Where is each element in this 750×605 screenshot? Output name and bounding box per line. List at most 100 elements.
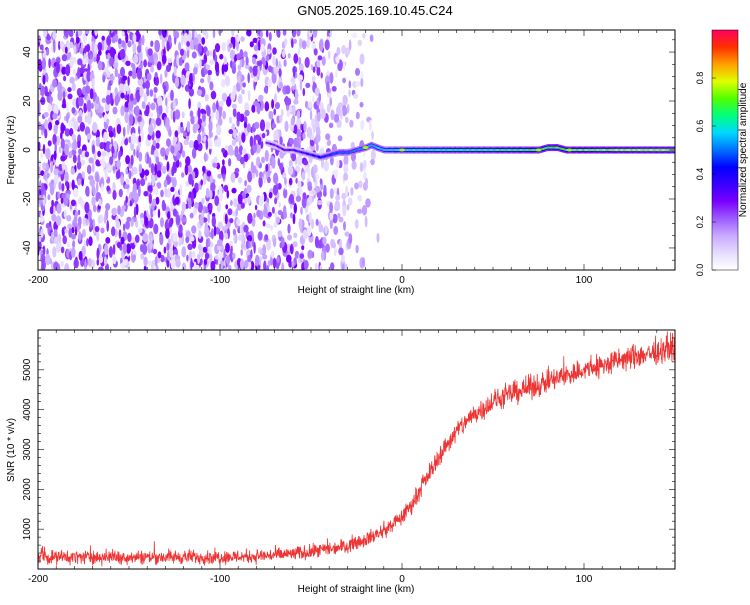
spectrogram-noise-cell — [60, 197, 64, 204]
spectrogram-noise-cell — [53, 236, 59, 245]
spectrogram-trace-cell — [545, 147, 547, 150]
spectrogram-trace-cell — [541, 148, 543, 151]
spectrogram-noise-cell — [49, 96, 53, 103]
spectrogram-trace-cell — [272, 143, 274, 146]
spectrogram-noise-cell — [271, 123, 277, 129]
spectrogram-noise-cell — [289, 243, 294, 255]
spectrogram-noise-cell — [305, 82, 311, 88]
spectrogram-noise-cell — [272, 55, 276, 66]
spectrogram-noise-cell — [207, 69, 212, 76]
spectrogram-trace-cell — [581, 149, 583, 151]
spectrogram-noise-cell — [232, 107, 237, 118]
spectrogram-noise-cell — [262, 254, 268, 260]
spectrogram-noise-cell — [44, 91, 50, 97]
spectrogram-noise-cell — [105, 94, 111, 105]
spectrogram-noise-cell — [355, 81, 361, 87]
spectrogram-noise-cell — [146, 88, 150, 97]
spectrogram-noise-cell — [64, 228, 68, 234]
spectrogram-noise-cell — [103, 131, 108, 143]
spectrogram-noise-cell — [285, 85, 291, 95]
spectrogram-trace-cell — [608, 149, 610, 151]
spectrogram-noise-cell — [183, 131, 188, 137]
spectrogram-noise-cell — [236, 202, 242, 211]
spectrogram-noise-cell — [128, 99, 134, 111]
spectrogram-noise-cell — [319, 178, 323, 185]
spectrogram-noise-cell — [132, 97, 138, 105]
spectrogram-trace-cell — [424, 149, 427, 151]
spectrogram-noise-cell — [96, 53, 99, 64]
spectrogram-noise-cell — [296, 109, 301, 120]
spectrogram-noise-cell — [336, 105, 341, 117]
spectrogram-noise-cell — [40, 85, 45, 96]
spectrogram-noise-cell — [60, 260, 64, 268]
spectrogram-noise-cell — [333, 246, 337, 257]
spectrogram-noise-cell — [116, 241, 122, 249]
spectrogram-noise-cell — [224, 232, 229, 240]
spectrogram-trace-cell — [540, 148, 542, 151]
spectrogram-noise-cell — [230, 172, 236, 183]
spectrogram-noise-cell — [355, 244, 359, 254]
spectrogram-noise-cell — [274, 102, 280, 110]
spectrogram-trace-cell — [614, 149, 617, 151]
spectrogram-trace-cell — [415, 149, 417, 151]
spectrogram-noise-cell — [311, 218, 314, 230]
spectrogram-noise-cell — [112, 166, 116, 172]
spectrogram-noise-cell — [64, 46, 68, 54]
spectrogram-noise-cell — [70, 167, 76, 175]
spectrogram-noise-cell — [60, 246, 65, 254]
spectrogram-trace-cell — [653, 149, 655, 151]
spectrogram-noise-cell — [137, 115, 142, 123]
spectrogram-noise-cell — [85, 44, 91, 53]
spectrogram-noise-cell — [218, 185, 223, 192]
spectrogram-noise-cell — [243, 51, 248, 58]
spectrogram-noise-cell — [63, 75, 67, 82]
spectrogram-trace-cell — [546, 146, 548, 149]
spectrogram-noise-cell — [55, 120, 60, 126]
spectrogram-noise-cell — [296, 134, 300, 145]
spectrogram-noise-cell — [345, 185, 349, 198]
spectrogram-noise-cell — [158, 30, 162, 36]
spectrogram-trace-cell — [598, 149, 600, 151]
spectrogram-trace-cell — [311, 154, 313, 156]
spectrogram-trace-cell — [338, 151, 340, 154]
spectrogram-noise-cell — [335, 194, 341, 201]
spectrogram-noise-cell — [265, 201, 269, 207]
spectrogram-noise-cell — [228, 144, 234, 156]
spectrogram-trace-cell — [354, 149, 356, 152]
spectrogram-trace-cell — [292, 149, 294, 151]
spectrogram-noise-cell — [266, 48, 272, 55]
spectrogram-noise-cell — [103, 213, 107, 224]
spectrogram-trace-cell — [521, 149, 523, 151]
spectrogram-trace-cell — [480, 149, 482, 151]
spectrogram-noise-cell — [204, 222, 209, 234]
spectrogram-noise-cell — [322, 236, 327, 245]
spectrogram-noise-cell — [67, 241, 70, 248]
spectrogram-noise-cell — [136, 67, 143, 80]
spectrogram-noise-cell — [109, 46, 115, 58]
spectrogram-noise-cell — [362, 33, 366, 39]
spectrogram-noise-cell — [46, 34, 51, 41]
spectrogram-noise-cell — [337, 102, 344, 108]
spectrogram-noise-cell — [323, 160, 330, 172]
spectrogram-noise-cell — [122, 242, 127, 255]
spectrogram-trace-cell — [405, 149, 407, 151]
spectrogram-noise-cell — [122, 223, 126, 232]
spectrogram-noise-cell — [95, 192, 99, 203]
spectrogram-noise-cell — [190, 258, 193, 270]
spectrogram-noise-cell — [130, 154, 134, 166]
spectrogram-noise-cell — [108, 246, 113, 258]
spectrogram-noise-cell — [97, 60, 103, 71]
spectrogram-noise-cell — [109, 57, 114, 67]
spectrogram-trace-cell — [613, 149, 615, 151]
spectrogram-noise-cell — [76, 140, 81, 149]
spectrogram-noise-cell — [289, 138, 294, 145]
spectrogram-noise-cell — [189, 212, 194, 219]
spectrogram-noise-cell — [178, 237, 182, 247]
spectrogram-trace-cell — [564, 148, 566, 151]
spectrogram-noise-cell — [286, 254, 292, 263]
spectrogram-trace-cell — [299, 150, 301, 153]
spectrogram-noise-cell — [108, 130, 114, 138]
spectrogram-trace-cell — [503, 149, 505, 151]
spectrogram-noise-cell — [107, 52, 111, 60]
spectrogram-noise-cell — [52, 78, 58, 88]
